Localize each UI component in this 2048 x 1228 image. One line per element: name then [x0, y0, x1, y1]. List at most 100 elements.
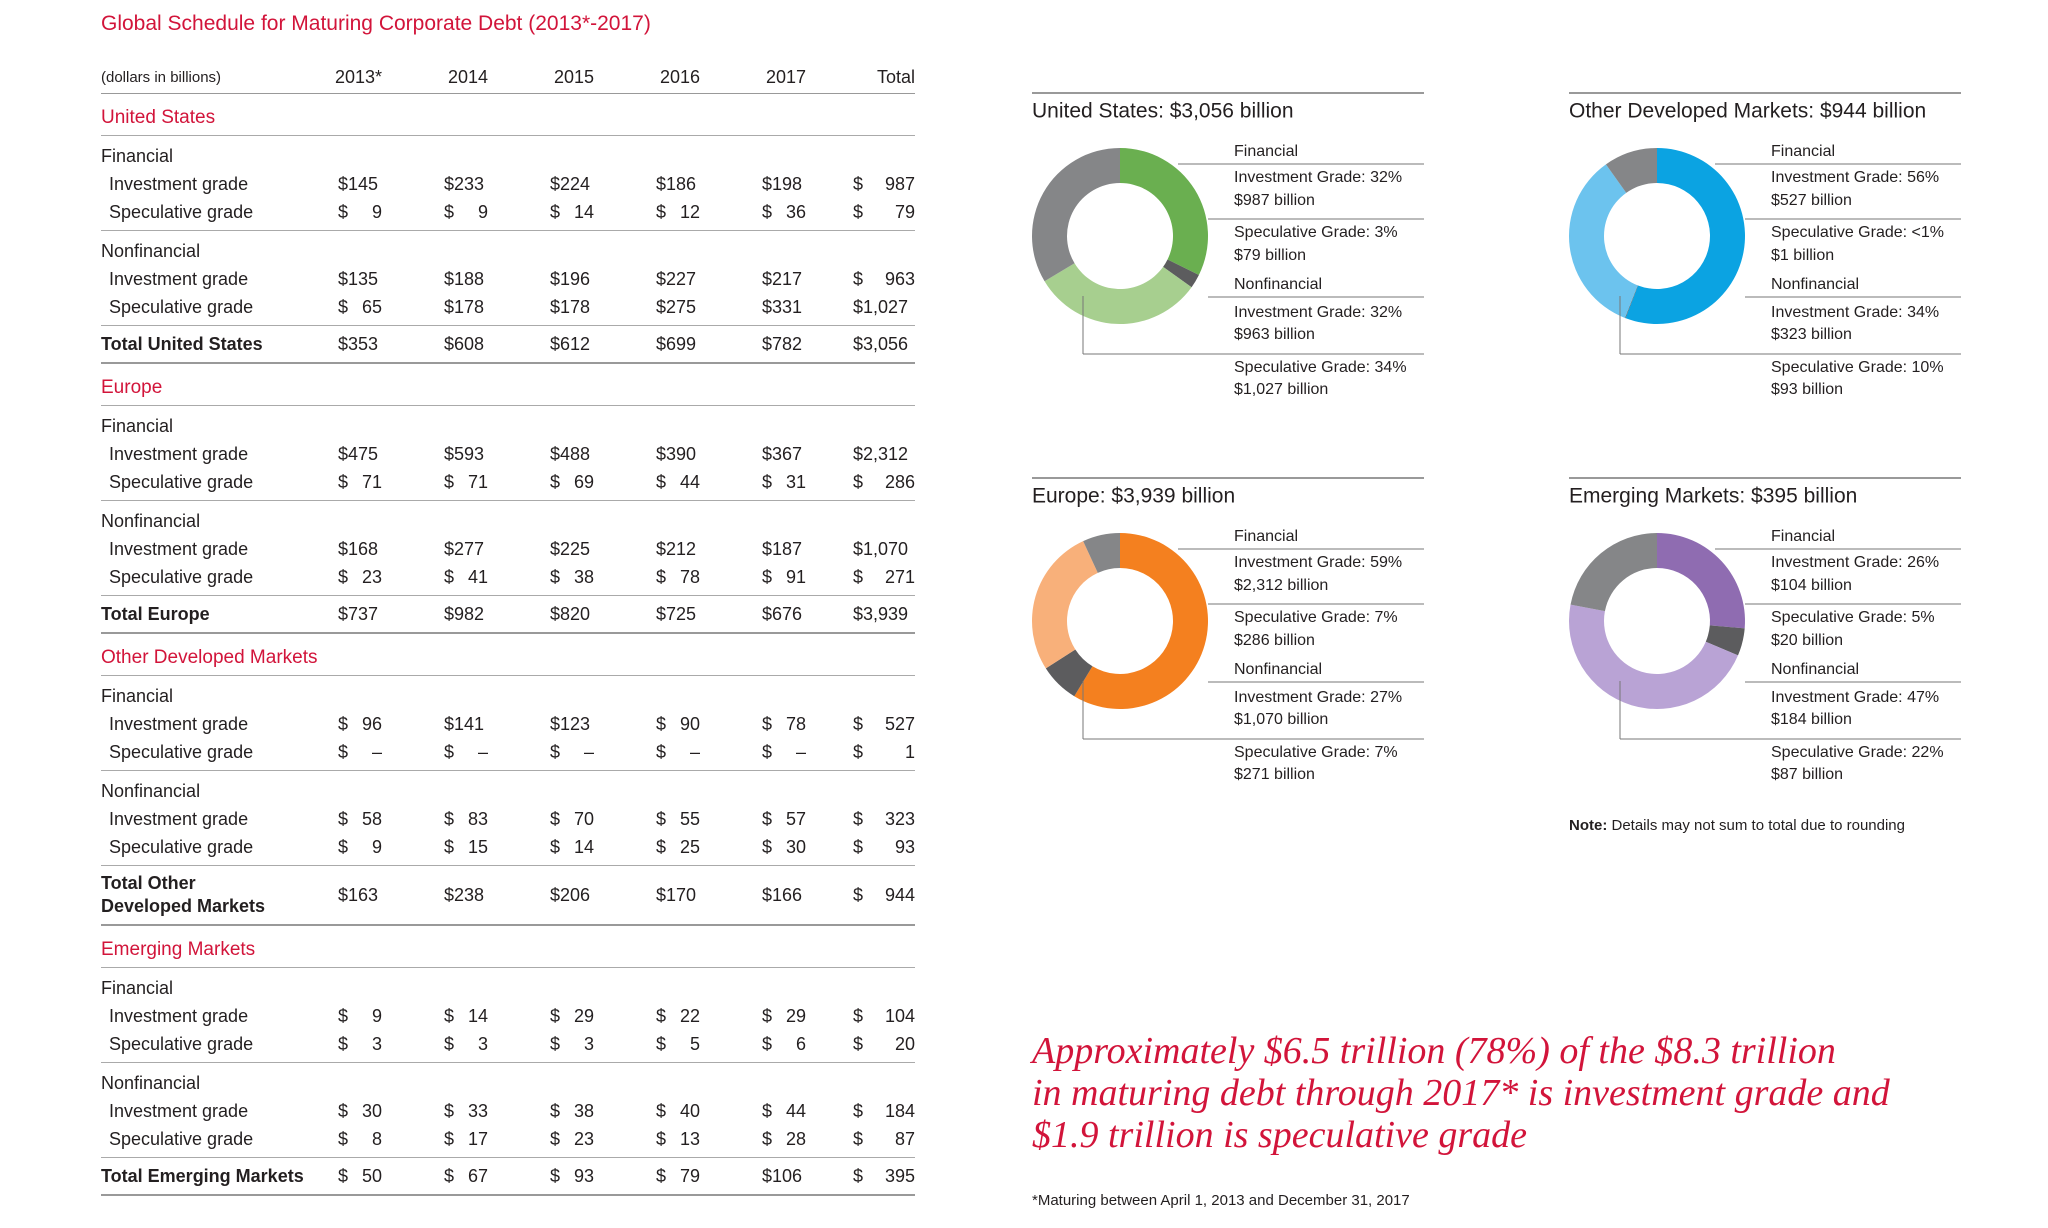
cell-wrap: $170 — [594, 885, 700, 906]
cell-wrap: $ 271 — [806, 567, 915, 588]
cell: $ 40 — [656, 1100, 700, 1121]
table-row: Speculative grade $ 3 $ 3 $ 3 $ 5 $ 6 $ 20 — [101, 1030, 915, 1058]
cell: $367 — [762, 443, 803, 464]
cell: $ 395 — [853, 1165, 915, 1186]
cell-wrap: $145 — [315, 174, 382, 195]
group-row: Nonfinancial — [101, 777, 915, 805]
cell: $ 58 — [338, 808, 382, 829]
cell: $ 28 — [762, 1128, 806, 1149]
cell-wrap: $ 57 — [700, 809, 806, 830]
cell-wrap: $ 90 — [594, 714, 700, 735]
cell: $206 — [550, 884, 591, 905]
cell-wrap: $ 23 — [315, 567, 382, 588]
cell-wrap: $ 28 — [700, 1129, 806, 1150]
table-row: Investment grade $ 9 $ 14 $ 29 $ 22 $ 29 $ 104 — [101, 1002, 915, 1030]
cell: $ 14 — [444, 1005, 488, 1026]
cell: $1,027 — [853, 296, 909, 317]
group: Nonfinancial Investment grade $ 58 $ 83 $ 70… — [101, 771, 915, 866]
cell: $145 — [338, 173, 379, 194]
cell: $982 — [444, 603, 485, 624]
cell: $ 38 — [550, 1100, 594, 1121]
segment-amount: $963 billion — [1234, 326, 1315, 343]
cell-wrap: $ 17 — [382, 1129, 488, 1150]
cell: $ 9 — [338, 1005, 382, 1026]
cell: $ 79 — [853, 201, 915, 222]
chart-title: Other Developed Markets: $944 billion — [1569, 100, 1926, 123]
segment-amount: $20 billion — [1771, 632, 1843, 649]
group-name: Financial — [101, 145, 174, 166]
cell-wrap: $ 3 — [488, 1034, 594, 1055]
cell: $196 — [550, 268, 591, 289]
segment-label: Speculative Grade: 7% — [1234, 609, 1398, 626]
cell: $163 — [338, 884, 379, 905]
cell: $141 — [444, 713, 485, 734]
segment-amount: $2,312 billion — [1234, 577, 1328, 594]
cell: $ 14 — [550, 836, 594, 857]
cell-wrap: $ 963 — [806, 269, 915, 290]
total-row: Total Emerging Markets $ 50 $ 67 $ 93 $ 79 $1… — [101, 1158, 915, 1196]
cell-wrap: $699 — [594, 334, 700, 355]
cell-wrap: $ 12 — [594, 202, 700, 223]
cell: $ 41 — [444, 566, 488, 587]
cell: $ 83 — [444, 808, 488, 829]
segment-amount: $271 billion — [1234, 766, 1315, 783]
cell: $676 — [762, 603, 803, 624]
cell: $170 — [656, 884, 697, 905]
cell-wrap: $196 — [488, 269, 594, 290]
table-header: (dollars in billions) 2013* 2014 2015 2016 2… — [101, 61, 915, 94]
cell-wrap: $ 395 — [806, 1166, 915, 1187]
cell-wrap: $ 14 — [488, 202, 594, 223]
cell-wrap: $ 69 — [488, 472, 594, 493]
cell-wrap: $331 — [700, 297, 806, 318]
table-row: Investment grade $ 96 $141 $123 $ 90 $ 78 $ 52… — [101, 710, 915, 738]
table-row: Speculative grade $ – $ – $ – $ – $ – $ 1 — [101, 738, 915, 766]
cell: $ 57 — [762, 808, 806, 829]
cell-wrap: $ 30 — [315, 1101, 382, 1122]
section-header: Other Developed Markets — [101, 634, 915, 676]
cell-wrap: $ 9 — [382, 202, 488, 223]
donut-segment — [1570, 533, 1657, 612]
cell: $ 44 — [762, 1100, 806, 1121]
cell-wrap: $198 — [700, 174, 806, 195]
cell-wrap: $178 — [382, 297, 488, 318]
cell: $390 — [656, 443, 697, 464]
cell: $782 — [762, 333, 803, 354]
group: Financial Investment grade $475 $593 $488 $39… — [101, 406, 915, 501]
cell: $1,070 — [853, 538, 909, 559]
table-title: Global Schedule for Maturing Corporate D… — [101, 12, 651, 35]
cell: $ 9 — [338, 836, 382, 857]
group: Nonfinancial Investment grade $135 $188 $196… — [101, 231, 915, 326]
segment-amount: $1 billion — [1771, 247, 1834, 264]
group-label: Financial — [1234, 143, 1298, 160]
cell: $ 31 — [762, 471, 806, 492]
cell: $ 36 — [762, 201, 806, 222]
group-label: Nonfinancial — [1234, 276, 1322, 293]
cell: $ 25 — [656, 836, 700, 857]
section-name: United States — [101, 107, 216, 128]
cell: $275 — [656, 296, 697, 317]
cell: $ 944 — [853, 884, 915, 905]
cell-wrap: $ 6 — [700, 1034, 806, 1055]
cell-wrap: $676 — [700, 604, 806, 625]
segment-amount: $184 billion — [1771, 711, 1852, 728]
donut-segment — [1705, 625, 1745, 656]
cell-wrap: $ 25 — [594, 837, 700, 858]
cell-wrap: $ 9 — [315, 1006, 382, 1027]
group: Nonfinancial Investment grade $ 30 $ 33 $ 38… — [101, 1063, 915, 1158]
cell-wrap: $ 41 — [382, 567, 488, 588]
cell: $217 — [762, 268, 803, 289]
row-label: Speculative grade — [109, 836, 254, 857]
chart-title: Europe: $3,939 billion — [1032, 485, 1235, 508]
cell: $ 286 — [853, 471, 915, 492]
donut-segment — [1045, 649, 1093, 697]
group: Financial Investment grade $ 96 $141 $123 $ 9… — [101, 676, 915, 771]
section-name: Other Developed Markets — [101, 647, 318, 668]
cell: $198 — [762, 173, 803, 194]
cell: $225 — [550, 538, 591, 559]
cell: $ 13 — [656, 1128, 700, 1149]
cell: $ 67 — [444, 1165, 488, 1186]
cell-wrap: $227 — [594, 269, 700, 290]
group-label: Nonfinancial — [1771, 661, 1859, 678]
segment-label: Speculative Grade: 10% — [1771, 359, 1944, 376]
